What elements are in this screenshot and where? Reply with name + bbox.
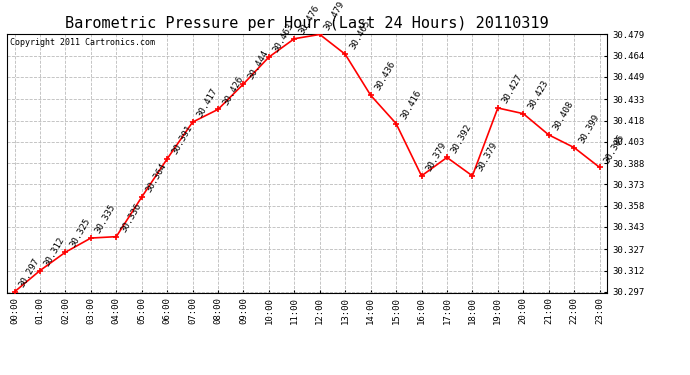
Text: 30.427: 30.427 (501, 73, 524, 105)
Text: 30.408: 30.408 (551, 100, 575, 132)
Text: 30.416: 30.416 (399, 88, 423, 121)
Text: 30.463: 30.463 (272, 22, 295, 54)
Text: 30.364: 30.364 (144, 162, 168, 194)
Text: 30.423: 30.423 (526, 78, 550, 111)
Text: 30.391: 30.391 (170, 124, 194, 156)
Text: 30.426: 30.426 (221, 74, 245, 106)
Text: 30.476: 30.476 (297, 3, 321, 36)
Text: 30.399: 30.399 (577, 112, 601, 145)
Text: 30.335: 30.335 (94, 203, 117, 235)
Text: 30.379: 30.379 (475, 141, 499, 173)
Text: 30.379: 30.379 (424, 141, 448, 173)
Text: 30.297: 30.297 (17, 256, 41, 289)
Text: 30.417: 30.417 (195, 87, 219, 119)
Text: 30.325: 30.325 (68, 217, 92, 249)
Text: 30.479: 30.479 (322, 0, 346, 32)
Text: 30.444: 30.444 (246, 49, 270, 81)
Text: 30.312: 30.312 (43, 236, 67, 268)
Text: 30.336: 30.336 (119, 201, 143, 234)
Text: 30.385: 30.385 (602, 132, 627, 165)
Text: 30.465: 30.465 (348, 19, 372, 51)
Text: 30.392: 30.392 (450, 122, 473, 155)
Title: Barometric Pressure per Hour (Last 24 Hours) 20110319: Barometric Pressure per Hour (Last 24 Ho… (66, 16, 549, 31)
Text: 30.436: 30.436 (373, 60, 397, 93)
Text: Copyright 2011 Cartronics.com: Copyright 2011 Cartronics.com (10, 38, 155, 46)
